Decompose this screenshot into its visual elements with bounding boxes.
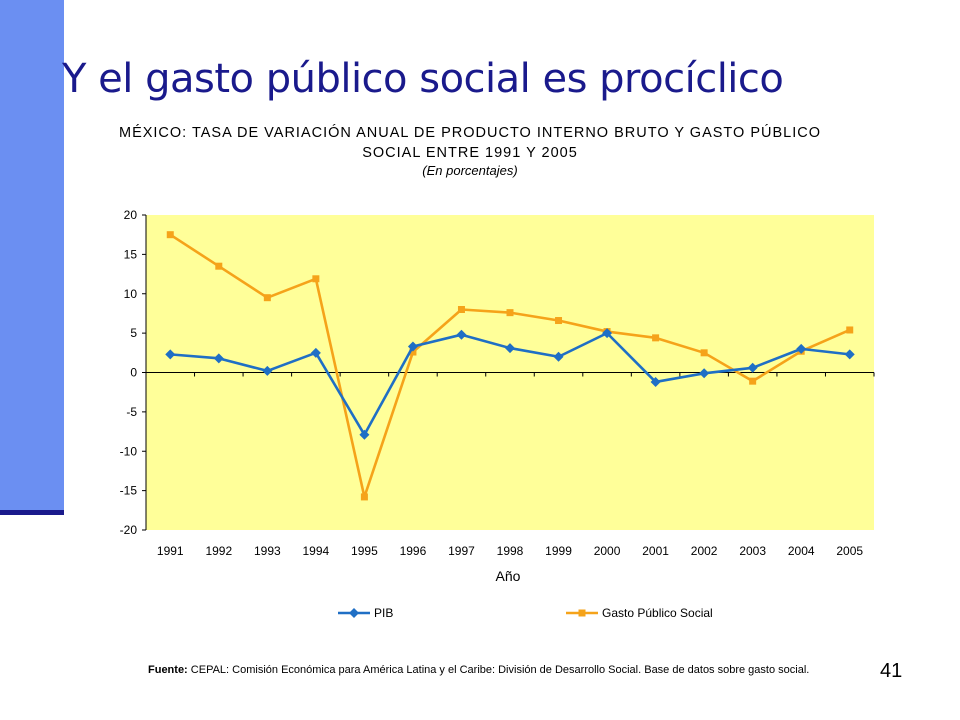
y-tick-label: 10 — [124, 287, 138, 301]
data-point — [457, 306, 465, 313]
series-layer — [165, 231, 855, 501]
data-point — [456, 329, 467, 340]
x-tick-label: 2003 — [739, 544, 766, 558]
x-tick-label: 2005 — [836, 544, 863, 558]
data-point — [796, 343, 807, 354]
slide-title: Y el gasto público social es procíclico — [62, 56, 784, 102]
slide-accent-bar — [0, 0, 64, 510]
y-tick-label: 0 — [130, 366, 137, 380]
data-point — [505, 343, 515, 354]
x-tick-label: 1995 — [351, 544, 378, 558]
data-point — [553, 351, 564, 362]
x-tick-label: 1994 — [303, 544, 330, 558]
page-number: 41 — [880, 660, 903, 682]
y-axis: 20 15 10 5 0 -5 -10 -15 -20 — [120, 208, 147, 537]
legend-marker — [349, 608, 359, 618]
x-axis-title: Año — [496, 568, 521, 584]
source-note: Fuente: CEPAL: Comisión Económica para A… — [148, 664, 809, 676]
x-tick-label: 1991 — [157, 544, 184, 558]
series-pib — [165, 328, 855, 440]
data-point — [215, 262, 223, 270]
source-label: Fuente: — [148, 664, 188, 676]
x-tick-label: 1997 — [448, 544, 475, 558]
y-tick-label: -20 — [120, 523, 138, 537]
data-point — [409, 348, 417, 356]
y-tick-label: 20 — [124, 208, 138, 222]
data-point — [312, 275, 320, 283]
data-point — [360, 493, 368, 501]
data-point — [407, 341, 418, 352]
data-point — [166, 231, 174, 239]
y-tick-label: 15 — [124, 247, 138, 261]
x-tick-label: 2002 — [691, 544, 718, 558]
data-point — [699, 368, 710, 379]
data-point — [506, 309, 514, 317]
data-point — [263, 294, 271, 302]
data-point — [213, 353, 224, 364]
source-text: CEPAL: Comisión Económica para América L… — [187, 664, 810, 676]
data-point — [700, 349, 708, 357]
data-point — [359, 429, 370, 440]
data-point — [652, 334, 660, 342]
data-point — [650, 376, 661, 387]
legend: PIB Gasto Público Social — [338, 606, 713, 620]
y-tick-label: -5 — [126, 405, 137, 419]
x-tick-label: 1996 — [400, 544, 427, 558]
x-tick-label: 1999 — [545, 544, 572, 558]
data-point — [555, 317, 563, 325]
data-point — [747, 362, 758, 373]
y-tick-label: -15 — [120, 484, 138, 498]
chart-subtitle: (En porcentajes) — [422, 163, 518, 178]
x-tick-label: 1992 — [205, 544, 232, 558]
x-tick-label: 2001 — [642, 544, 669, 558]
y-tick-label: -10 — [120, 444, 138, 458]
legend-label: Gasto Público Social — [602, 606, 713, 620]
x-tick-label: 2000 — [594, 544, 621, 558]
data-point — [165, 349, 176, 360]
legend-label: PIB — [374, 606, 393, 620]
x-tick-label: 1993 — [254, 544, 281, 558]
line-chart: 20 15 10 5 0 -5 -10 -15 -20 1991 1992 1993 1994 1995… — [120, 208, 875, 620]
data-point — [262, 365, 273, 376]
data-point — [310, 347, 321, 358]
data-point — [846, 326, 854, 334]
legend-item: PIB — [338, 606, 393, 620]
chart-title-line1: MÉXICO: TASA DE VARIACIÓN ANUAL DE PRODU… — [118, 125, 821, 141]
x-tick-label: 2004 — [788, 544, 815, 558]
legend-marker — [578, 609, 586, 617]
data-point — [749, 377, 757, 385]
series-gasto-publico-social — [166, 231, 854, 501]
slide-accent-rule — [0, 510, 64, 515]
chart-title-line2: SOCIAL ENTRE 1991 Y 2005 — [362, 145, 578, 161]
legend-item: Gasto Público Social — [566, 606, 713, 620]
y-tick-label: 5 — [130, 326, 137, 340]
data-point — [602, 328, 613, 339]
data-point — [844, 349, 855, 360]
chart-title: MÉXICO: TASA DE VARIACIÓN ANUAL DE PRODU… — [110, 123, 830, 179]
x-tick-label: 1998 — [497, 544, 524, 558]
